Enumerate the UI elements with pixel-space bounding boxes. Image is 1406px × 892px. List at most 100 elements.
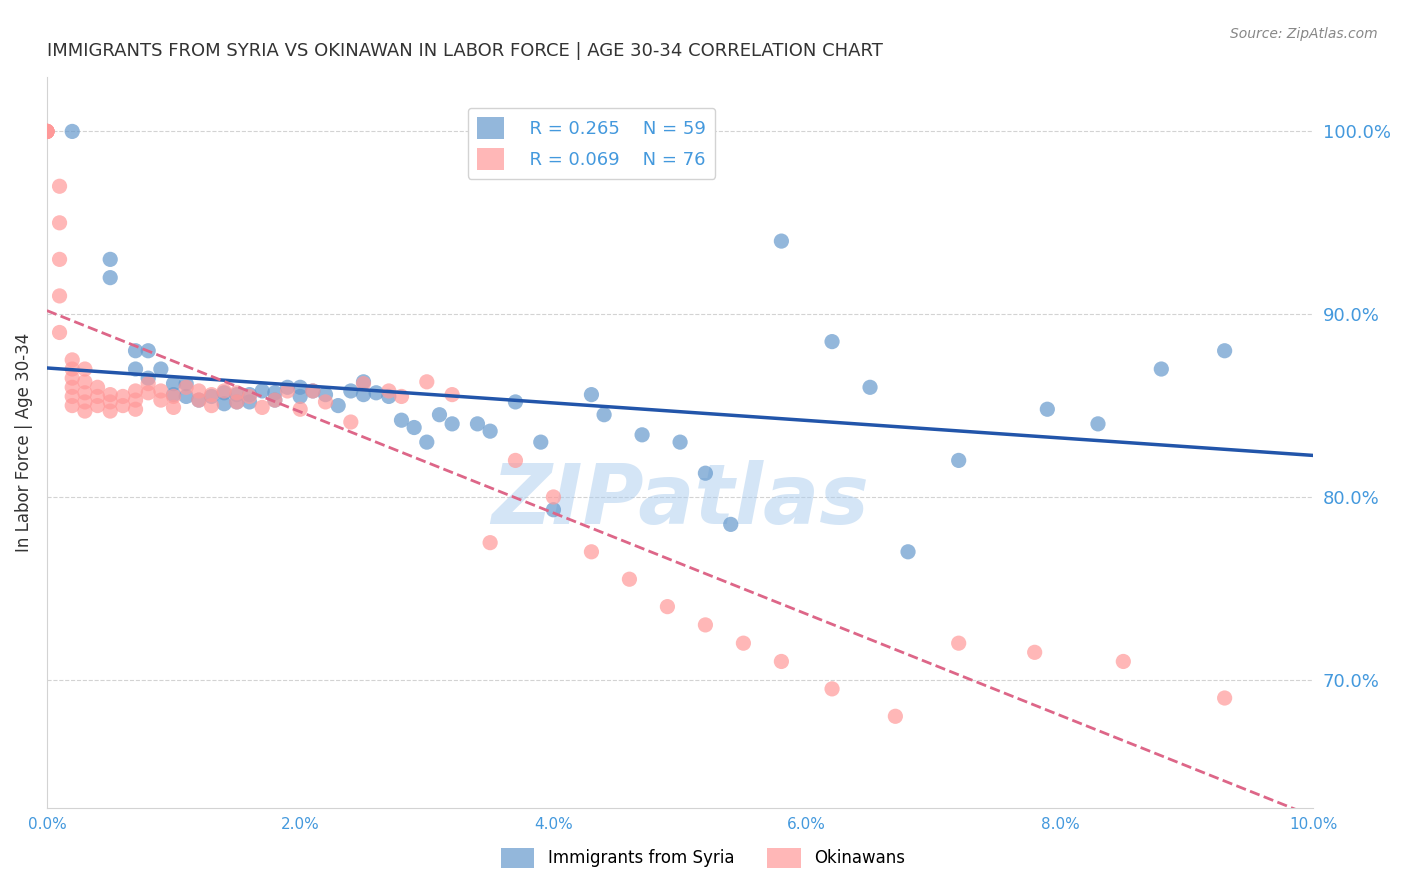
Okinawans [733, 636, 755, 650]
Okinawans [162, 401, 184, 415]
Okinawans [124, 384, 146, 398]
Okinawans [60, 389, 83, 403]
Immigrants from Syria [212, 397, 235, 411]
Okinawans [200, 387, 222, 401]
Okinawans [162, 389, 184, 403]
Okinawans [263, 393, 285, 408]
Immigrants from Syria [404, 420, 426, 434]
Immigrants from Syria [149, 362, 172, 376]
Immigrants from Syria [225, 387, 247, 401]
Okinawans [581, 545, 603, 559]
Immigrants from Syria [263, 393, 285, 408]
Okinawans [174, 380, 197, 394]
Immigrants from Syria [581, 387, 603, 401]
Okinawans [48, 179, 70, 194]
Okinawans [86, 380, 108, 394]
Okinawans [315, 395, 337, 409]
Immigrants from Syria [353, 387, 375, 401]
Okinawans [73, 395, 96, 409]
Okinawans [35, 124, 58, 138]
Okinawans [60, 380, 83, 394]
Immigrants from Syria [162, 376, 184, 391]
Okinawans [73, 362, 96, 376]
Immigrants from Syria [174, 389, 197, 403]
Okinawans [479, 535, 502, 549]
Okinawans [111, 399, 134, 413]
Okinawans [86, 389, 108, 403]
Text: IMMIGRANTS FROM SYRIA VS OKINAWAN IN LABOR FORCE | AGE 30-34 CORRELATION CHART: IMMIGRANTS FROM SYRIA VS OKINAWAN IN LAB… [46, 42, 883, 60]
Okinawans [98, 395, 121, 409]
Immigrants from Syria [897, 545, 920, 559]
Okinawans [149, 393, 172, 408]
Immigrants from Syria [162, 387, 184, 401]
Immigrants from Syria [328, 399, 350, 413]
Okinawans [391, 389, 413, 403]
Okinawans [60, 352, 83, 367]
Immigrants from Syria [98, 252, 121, 267]
Okinawans [1112, 655, 1135, 669]
Immigrants from Syria [695, 467, 717, 481]
Okinawans [619, 572, 641, 586]
Immigrants from Syria [378, 389, 401, 403]
Okinawans [353, 376, 375, 391]
Okinawans [948, 636, 970, 650]
Okinawans [35, 124, 58, 138]
Okinawans [35, 124, 58, 138]
Immigrants from Syria [543, 502, 565, 516]
Immigrants from Syria [301, 384, 323, 398]
Immigrants from Syria [859, 380, 882, 394]
Okinawans [884, 709, 907, 723]
Okinawans [1213, 691, 1236, 706]
Immigrants from Syria [200, 389, 222, 403]
Okinawans [35, 124, 58, 138]
Immigrants from Syria [98, 270, 121, 285]
Immigrants from Syria [1213, 343, 1236, 358]
Legend: Immigrants from Syria, Okinawans: Immigrants from Syria, Okinawans [495, 841, 911, 875]
Okinawans [149, 384, 172, 398]
Okinawans [124, 393, 146, 408]
Immigrants from Syria [353, 375, 375, 389]
Immigrants from Syria [288, 380, 311, 394]
Immigrants from Syria [669, 435, 692, 450]
Okinawans [416, 375, 439, 389]
Immigrants from Syria [136, 371, 159, 385]
Okinawans [48, 326, 70, 340]
Okinawans [770, 655, 793, 669]
Legend:   R = 0.265    N = 59,   R = 0.069    N = 76: R = 0.265 N = 59, R = 0.069 N = 76 [468, 108, 716, 178]
Immigrants from Syria [225, 395, 247, 409]
Immigrants from Syria [263, 385, 285, 400]
Immigrants from Syria [136, 343, 159, 358]
Okinawans [60, 399, 83, 413]
Immigrants from Syria [631, 427, 654, 442]
Okinawans [98, 387, 121, 401]
Immigrants from Syria [593, 408, 616, 422]
Immigrants from Syria [212, 385, 235, 400]
Okinawans [250, 401, 273, 415]
Okinawans [441, 387, 464, 401]
Immigrants from Syria [467, 417, 489, 431]
Okinawans [98, 404, 121, 418]
Immigrants from Syria [1036, 402, 1059, 417]
Okinawans [378, 384, 401, 398]
Immigrants from Syria [288, 389, 311, 403]
Immigrants from Syria [441, 417, 464, 431]
Okinawans [543, 490, 565, 504]
Okinawans [136, 376, 159, 391]
Okinawans [657, 599, 679, 614]
Okinawans [35, 124, 58, 138]
Okinawans [187, 384, 209, 398]
Immigrants from Syria [505, 395, 527, 409]
Okinawans [212, 384, 235, 398]
Immigrants from Syria [770, 234, 793, 248]
Okinawans [48, 289, 70, 303]
Okinawans [48, 252, 70, 267]
Okinawans [238, 389, 260, 403]
Okinawans [200, 399, 222, 413]
Okinawans [187, 393, 209, 408]
Immigrants from Syria [250, 384, 273, 398]
Immigrants from Syria [391, 413, 413, 427]
Okinawans [276, 384, 298, 398]
Immigrants from Syria [821, 334, 844, 349]
Okinawans [111, 389, 134, 403]
Immigrants from Syria [720, 517, 742, 532]
